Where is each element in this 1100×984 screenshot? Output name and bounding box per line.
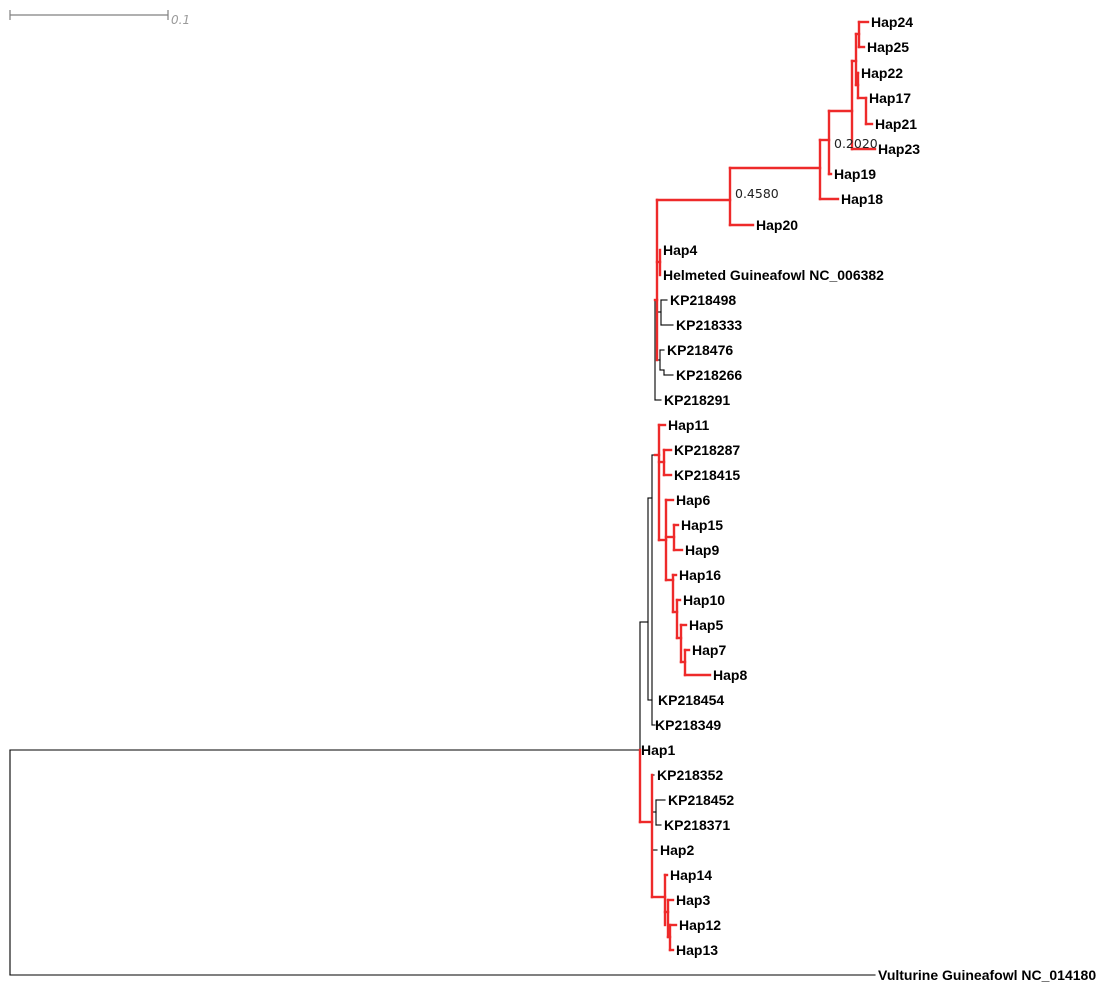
leaf-label: Hap24 <box>871 14 913 30</box>
leaf-label: Hap15 <box>681 517 723 533</box>
leaf-label: KP218454 <box>658 692 724 708</box>
leaf-label: KP218498 <box>670 292 736 308</box>
leaf-label: Hap21 <box>875 116 917 132</box>
scale-bar: 0.1 <box>9 10 190 27</box>
leaf-label: KP218349 <box>655 717 721 733</box>
leaf-label: KP218266 <box>676 367 742 383</box>
leaf-label: KP218371 <box>664 817 730 833</box>
leaf-label: Hap16 <box>679 567 721 583</box>
leaf-label: Hap4 <box>663 242 697 258</box>
leaf-label: Hap18 <box>841 191 883 207</box>
leaf-label: Hap10 <box>683 592 725 608</box>
leaf-label: Hap3 <box>676 892 710 908</box>
leaf-label: Hap11 <box>668 417 709 433</box>
leaf-label: Hap19 <box>834 166 876 182</box>
leaf-label: KP218333 <box>676 317 742 333</box>
leaf-label: Hap8 <box>713 667 747 683</box>
leaf-label: Hap12 <box>679 917 721 933</box>
leaf-label: KP218476 <box>667 342 733 358</box>
support-value-node-2: 0.2020 <box>834 136 878 151</box>
leaf-label: Vulturine Guineafowl NC_014180 <box>878 967 1096 983</box>
leaf-label: Hap2 <box>660 842 694 858</box>
scale-bar-label: 0.1 <box>171 13 190 27</box>
leaf-label: Hap22 <box>861 65 903 81</box>
leaf-label: Helmeted Guineafowl NC_006382 <box>663 267 884 283</box>
leaf-label: Hap6 <box>676 492 710 508</box>
support-value-node-1: 0.4580 <box>735 186 779 201</box>
leaf-label: Hap17 <box>869 90 911 106</box>
leaf-label: Hap7 <box>692 642 726 658</box>
leaf-label: KP218452 <box>668 792 734 808</box>
leaf-label: Hap1 <box>641 742 675 758</box>
branches-highlighted <box>638 20 877 952</box>
leaf-label: KP218291 <box>664 392 730 408</box>
leaf-label: KP218415 <box>674 467 740 483</box>
leaf-label: KP218287 <box>674 442 740 458</box>
leaf-label: Hap23 <box>878 141 920 157</box>
branches-unhighlighted <box>9 299 876 976</box>
leaf-label: Hap14 <box>670 867 712 883</box>
leaf-label: Hap9 <box>685 542 719 558</box>
leaf-label: Hap5 <box>689 617 723 633</box>
leaf-label: Hap13 <box>676 942 718 958</box>
leaf-label: Hap25 <box>867 39 909 55</box>
leaf-label: Hap20 <box>756 217 798 233</box>
leaf-label: KP218352 <box>657 767 723 783</box>
